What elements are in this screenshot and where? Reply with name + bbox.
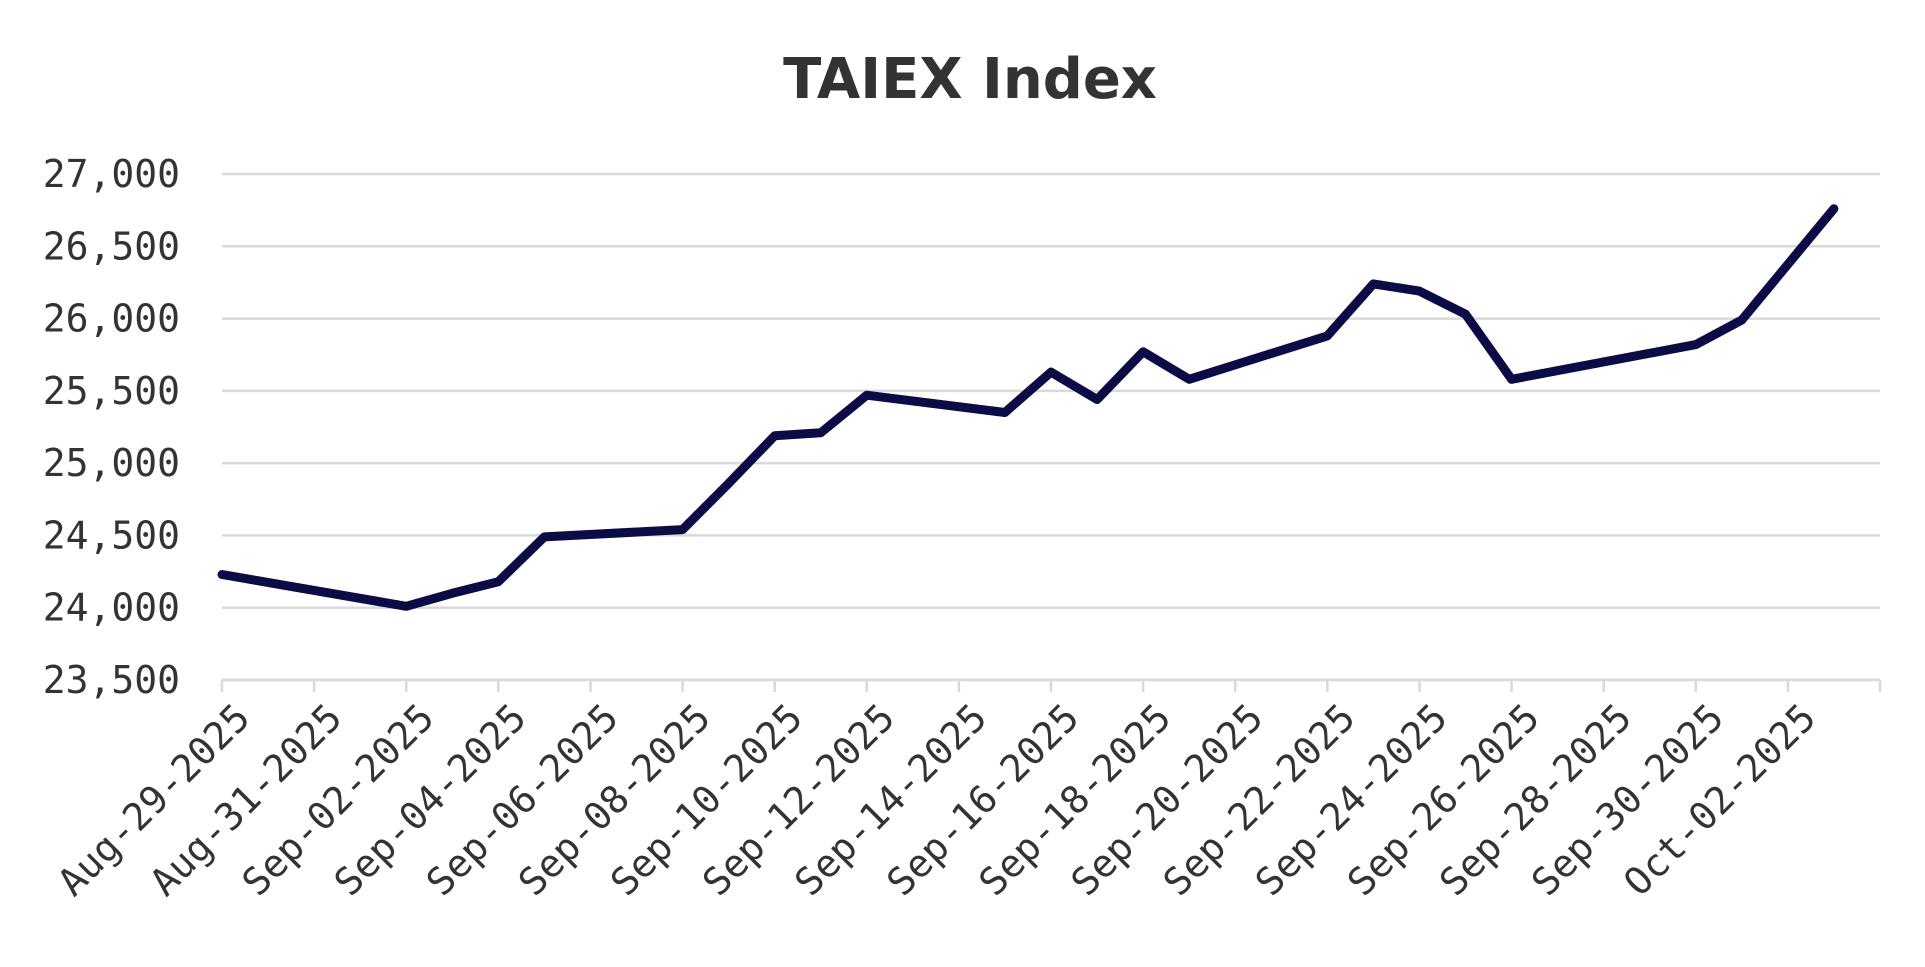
y-tick-label: 23,500	[43, 658, 180, 702]
y-axis-tick-labels: 23,500 24,000 24,500 25,000 25,500 26,000 26,5…	[43, 152, 180, 702]
y-tick-label: 26,000	[43, 297, 180, 341]
series-layer	[217, 204, 1839, 611]
y-tick-label: 24,000	[43, 586, 180, 630]
gridlines	[222, 172, 1880, 609]
series-line-0	[217, 204, 1839, 611]
y-tick-label: 25,000	[43, 441, 180, 485]
x-axis-tick-labels: Aug-29-2025Aug-31-2025Sep-02-2025Sep-04-…	[49, 695, 1824, 904]
y-tick-label: 26,500	[43, 224, 180, 268]
x-axis	[220, 678, 1882, 692]
y-tick-label: 24,500	[43, 513, 180, 557]
y-tick-label: 25,500	[43, 369, 180, 413]
chart-title: TAIEX Index	[783, 47, 1157, 112]
y-tick-label: 27,000	[43, 152, 180, 196]
